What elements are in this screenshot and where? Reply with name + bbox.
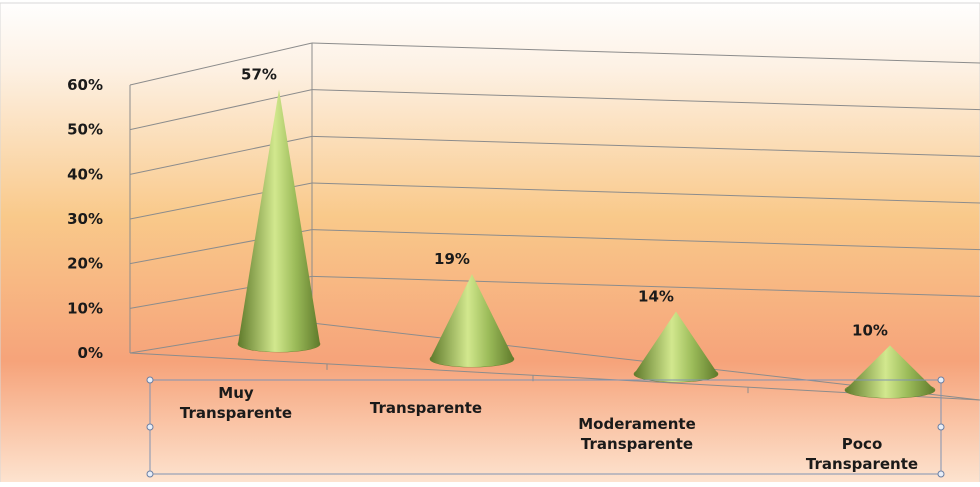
category-label-line: Transparente: [180, 404, 292, 422]
data-label: 10%: [852, 321, 888, 339]
selection-handle: [937, 470, 945, 478]
y-tick-label: 50%: [67, 121, 103, 139]
side-gridline: [129, 42, 313, 86]
side-gridline: [129, 89, 313, 131]
selection-handle: [937, 376, 945, 384]
cone-4: [844, 345, 936, 399]
data-label: 57%: [241, 65, 277, 83]
axes: [129, 43, 980, 401]
category-label-line: Poco: [842, 435, 883, 453]
y-tick-label: 0%: [78, 344, 103, 362]
category-label-line: Moderamente: [578, 415, 696, 433]
floor-front-edge: [129, 352, 980, 401]
data-label: 19%: [434, 250, 470, 268]
selection-handle: [146, 423, 154, 431]
category-label: Transparente: [370, 399, 482, 417]
cone-body: [238, 89, 320, 353]
category-label-line: Transparente: [581, 435, 693, 453]
category-label-line: Transparente: [370, 399, 482, 417]
cone-body: [845, 345, 935, 398]
cone-body: [430, 274, 514, 367]
cone-body: [634, 311, 718, 382]
y-tick-label: 10%: [67, 299, 103, 317]
selection-handle: [146, 470, 154, 478]
category-label-line: Muy: [218, 384, 254, 402]
back-gridline: [311, 182, 980, 204]
labels: 0% 10% 20% 30% 40% 50% 60% 57% 19% 14% 10% Muy Trans…: [67, 65, 945, 478]
category-label-line: Transparente: [806, 455, 918, 473]
back-gridline: [311, 135, 980, 157]
y-tick-label: 60%: [67, 76, 103, 94]
y-tick-label: 40%: [67, 165, 103, 183]
selection-handle: [937, 423, 945, 431]
y-tick-label: 30%: [67, 210, 103, 228]
back-gridline: [311, 89, 980, 111]
y-tick-label: 20%: [67, 255, 103, 273]
data-label: 14%: [638, 287, 674, 305]
back-gridline: [311, 42, 980, 64]
category-label: Moderamente Transparente: [578, 415, 696, 453]
back-gridline: [311, 229, 980, 251]
cone-3: [633, 311, 719, 383]
selection-handle: [146, 376, 154, 384]
category-label: Poco Transparente: [806, 435, 918, 473]
back-gridline: [311, 275, 980, 297]
cones: [237, 89, 936, 399]
cone-2: [429, 274, 515, 368]
category-label: Muy Transparente: [180, 384, 292, 422]
cone-1: [237, 89, 321, 353]
